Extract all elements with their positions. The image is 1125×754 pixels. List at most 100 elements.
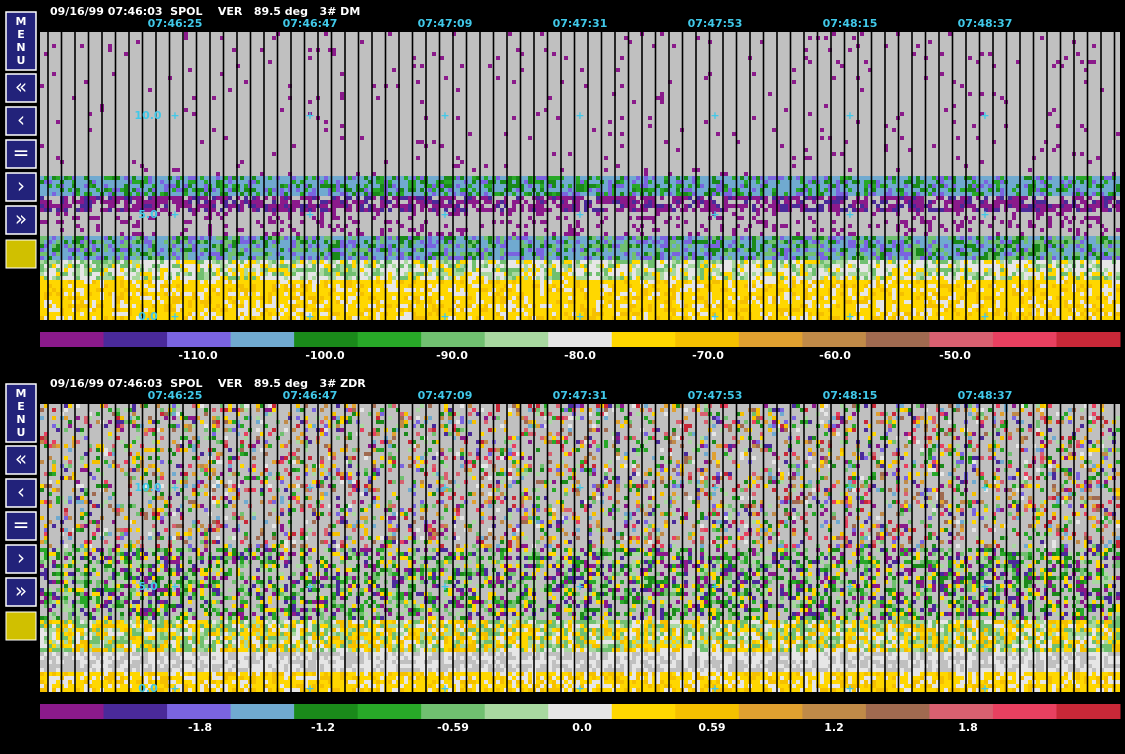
colorbar-swatch [40,704,105,719]
header: 09/16/99 07:46:03 SPOL VER 89.5 deg 3# Z… [50,377,366,390]
range-tick: + [305,208,314,221]
range-tick: + [710,481,719,494]
range-tick: + [980,580,989,593]
range-tick: + [575,481,584,494]
menu-letter: M [16,387,27,400]
nav-button[interactable] [5,478,37,508]
range-tick: + [980,310,989,323]
color-button[interactable] [5,611,37,641]
menu-letter: N [16,413,25,426]
colorbar-swatch [675,704,740,719]
radar-cells [40,196,1120,212]
time-label: 07:46:25 [148,17,203,30]
colorbar-swatch [865,704,930,719]
time-label: 07:48:15 [823,17,878,30]
range-label: 10.0 [134,109,161,122]
colorbar-swatch [675,332,740,347]
range-tick: + [170,310,179,323]
range-tick: + [305,682,314,695]
time-label: 07:46:47 [283,389,338,402]
range-tick: + [845,580,854,593]
menu-letter: E [17,28,25,41]
time-label: 07:48:37 [958,389,1013,402]
menu-button[interactable] [5,383,37,443]
nav-button-label: › [17,546,25,570]
range-tick: + [440,109,449,122]
range-tick: + [575,310,584,323]
range-label: 0.0 [138,682,158,695]
time-label: 07:48:37 [958,17,1013,30]
colorbar-swatch [929,332,994,347]
colorbar-label: 0.59 [698,721,725,734]
colorbar-swatch [357,332,422,347]
colorbar-swatch [294,704,359,719]
nav-button[interactable] [5,511,37,541]
radar-cells [40,404,1120,692]
radar-panel: MENUMENU«‹=›»09/16/99 07:46:03 SPOL VER … [5,377,1121,734]
colorbar-swatch [548,704,613,719]
radar-cells [40,176,1120,260]
range-tick: + [305,481,314,494]
radar-cells [40,280,1120,320]
menu-button[interactable] [5,11,37,71]
nav-button-label: ‹ [17,108,25,132]
nav-button[interactable] [5,172,37,202]
range-tick: + [170,208,179,221]
range-tick: + [440,580,449,593]
radar-cells [44,176,1116,196]
colorbar-swatch [611,704,676,719]
nav-button[interactable] [5,73,37,103]
radar-cells [40,404,1120,652]
range-label: 10.0 [134,481,161,494]
colorbar-swatch [103,332,168,347]
range-tick: + [305,580,314,593]
nav-button[interactable] [5,577,37,607]
nav-button[interactable] [5,445,37,475]
range-tick: + [980,109,989,122]
range-tick: + [440,310,449,323]
range-tick: + [710,580,719,593]
colorbar-label: -90.0 [436,349,468,362]
colorbar-label: 1.2 [824,721,844,734]
colorbar-label: -50.0 [939,349,971,362]
colorbar-swatch [1056,332,1121,347]
range-tick: + [170,682,179,695]
range-tick: + [710,109,719,122]
radar-cells [40,236,1120,280]
nav-button-label: › [17,174,25,198]
colorbar-swatch [484,332,549,347]
nav-button[interactable] [5,544,37,574]
radar-cells [40,32,1120,236]
range-tick: + [440,481,449,494]
range-tick: + [575,208,584,221]
range-label: 0.0 [138,310,158,323]
time-label: 07:47:31 [553,389,608,402]
range-tick: + [845,682,854,695]
colorbar-label: 0.0 [572,721,592,734]
nav-button[interactable] [5,106,37,136]
colorbar-swatch [484,704,549,719]
range-label: 5.0 [138,208,158,221]
time-label: 07:47:53 [688,389,743,402]
nav-button[interactable] [5,205,37,235]
range-tick: + [845,481,854,494]
color-button[interactable] [5,239,37,269]
time-label: 07:46:47 [283,17,338,30]
nav-button[interactable] [5,139,37,169]
colorbar-swatch [992,704,1057,719]
nav-button-label: « [15,75,27,99]
range-tick: + [305,310,314,323]
radar-cells [44,260,1120,320]
menu-letter: N [16,41,25,54]
range-tick: + [170,481,179,494]
colorbar-swatch [548,332,613,347]
radar-panel: MENUMENU«‹=›»09/16/99 07:46:03 SPOL VER … [5,5,1121,362]
range-tick: + [845,109,854,122]
range-tick: + [575,109,584,122]
colorbar-label: -80.0 [564,349,596,362]
nav-button-label: » [15,207,27,231]
radar-cells [40,404,1120,620]
menu-letter: U [17,426,26,439]
colorbar-label: -1.2 [311,721,335,734]
header: 09/16/99 07:46:03 SPOL VER 89.5 deg 3# D… [50,5,360,18]
